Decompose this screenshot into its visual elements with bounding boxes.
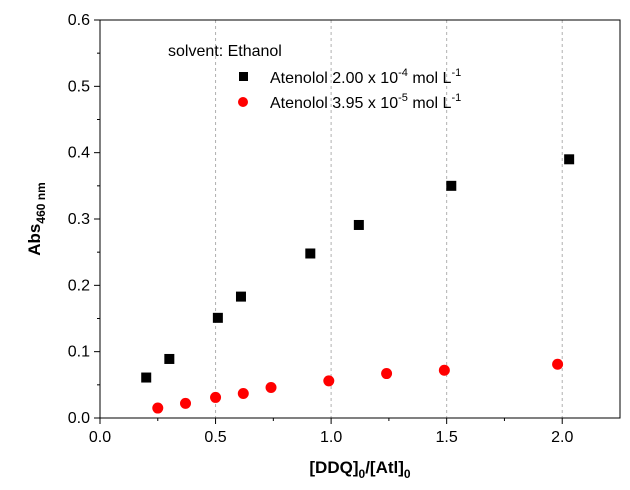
data-point-circle [265, 381, 277, 393]
data-point-circle [381, 368, 393, 380]
legend: solvent: Ethanol Atenolol 2.00 x 10-4 mo… [168, 43, 461, 112]
x-tick-label: 0.5 [204, 429, 226, 446]
data-point-square [564, 154, 575, 165]
legend-marker-square [239, 72, 248, 81]
data-point-circle [323, 375, 335, 387]
data-point-square [212, 312, 223, 323]
data-point-circle [237, 387, 249, 399]
x-tick-label: 1.0 [320, 429, 342, 446]
legend-marker-circle [238, 97, 248, 107]
y-tick-label: 0.5 [68, 78, 90, 95]
y-tick-label: 0.1 [68, 344, 90, 361]
x-tick-label: 1.5 [436, 429, 458, 446]
data-point-circle [552, 358, 564, 370]
y-tick-label: 0.4 [68, 145, 90, 162]
y-tick-label: 0.2 [68, 277, 90, 294]
gridlines [215, 20, 563, 418]
data-points [141, 154, 575, 414]
legend-title: solvent: Ethanol [168, 43, 282, 60]
data-point-circle [152, 402, 164, 414]
data-point-circle [210, 391, 222, 403]
data-point-square [353, 219, 364, 230]
y-tick-label: 0.6 [68, 12, 90, 29]
data-point-square [141, 372, 152, 383]
data-point-square [164, 353, 175, 364]
data-point-square [446, 180, 457, 191]
x-tick-label: 2.0 [551, 429, 573, 446]
x-tick-label: 0.0 [89, 429, 111, 446]
data-point-square [305, 248, 316, 259]
y-axis-title: Abs460 nm [25, 182, 48, 255]
x-axis-title: [DDQ]0/[Atl]0 [309, 458, 411, 481]
y-tick-label: 0.3 [68, 211, 90, 228]
data-point-square [235, 291, 246, 302]
data-point-circle [180, 397, 192, 409]
axis-ticks: 0.0 0.5 1.0 1.5 2.0 0.0 0.1 0.2 0.3 0.4 0.5 0.6 [68, 12, 574, 446]
legend-entry-2: Atenolol 3.95 x 10-5 mol L-1 [270, 92, 461, 112]
y-tick-label: 0.0 [68, 410, 90, 427]
data-point-circle [438, 364, 450, 376]
legend-entry-1: Atenolol 2.00 x 10-4 mol L-1 [270, 67, 461, 87]
